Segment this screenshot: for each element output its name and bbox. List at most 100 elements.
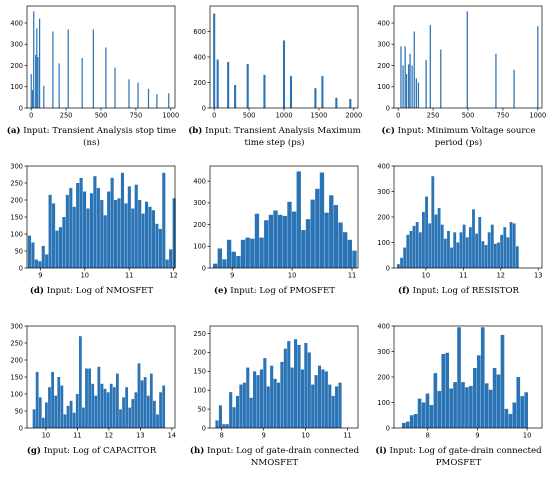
histogram-bar	[524, 392, 528, 428]
histogram-bar	[89, 193, 94, 268]
histogram-bar	[273, 210, 278, 268]
histogram-bar	[153, 400, 156, 428]
histogram-bar	[508, 413, 513, 428]
histogram-bar	[311, 384, 315, 428]
subfigure-caption: (b) Input: Transient Analysis Maximum ti…	[185, 126, 364, 149]
histogram-bar	[401, 422, 406, 428]
x-tick-label: 12	[169, 272, 177, 280]
histogram-bar	[78, 336, 82, 428]
histogram-bar	[75, 394, 79, 428]
histogram-bar	[421, 402, 426, 428]
histogram-bar	[159, 392, 162, 428]
histogram-bar	[158, 228, 162, 268]
histogram-bar	[500, 234, 504, 268]
chart-panel: 10 11 12 13 0 100 200 300 400 (f) Input: Log of R…	[367, 160, 550, 320]
subfigure-label: (c)	[381, 126, 395, 136]
subfigure-label: (e)	[213, 286, 228, 296]
histogram-bar	[239, 384, 243, 428]
histogram-bar	[476, 355, 481, 428]
y-tick-label: 0	[19, 424, 23, 432]
subfigure-caption-text: Input: Transient Analysis Maximum time s…	[205, 126, 361, 148]
x-tick-label: 12	[105, 432, 113, 440]
histogram-bar	[31, 242, 35, 268]
histogram-bar	[127, 186, 131, 268]
histogram-bar	[425, 393, 430, 428]
histogram-bar	[343, 232, 348, 268]
y-tick-label: 150	[10, 213, 23, 221]
histogram-bar	[83, 191, 87, 268]
histogram-bar	[513, 69, 515, 108]
histogram-bar	[155, 223, 159, 268]
subfigure-caption: (i) Input: Log of gate-drain connected P…	[369, 446, 548, 469]
histogram-bar	[246, 367, 250, 428]
histogram-bar	[268, 214, 274, 268]
histogram-bar	[37, 57, 39, 108]
chart-panel: 0 250 500 750 1000 0 100 200 300 400 (a) Input: Tr…	[0, 0, 183, 160]
histogram-bar	[222, 259, 227, 268]
y-tick-label: 0	[202, 264, 206, 272]
y-tick-label: 150	[10, 373, 23, 381]
histogram-bar	[516, 377, 521, 428]
histogram-bar	[417, 82, 420, 108]
histogram-bar	[137, 363, 141, 428]
histogram-bar	[506, 237, 510, 268]
histogram-bar	[434, 214, 438, 268]
histogram-bar	[114, 67, 116, 109]
histogram-bar	[52, 203, 56, 268]
subfigure-caption: (h) Input: Log of gate-drain connected N…	[185, 446, 364, 469]
histogram-bar	[283, 348, 287, 428]
histogram-bar	[331, 395, 335, 428]
bars	[27, 172, 176, 268]
histogram-bar	[273, 378, 277, 428]
histogram-bar	[445, 352, 450, 428]
subfigure-caption: (f) Input: Log of RESISTOR	[369, 286, 548, 298]
axes-frame	[209, 325, 359, 429]
histogram-bar	[500, 334, 505, 428]
histogram-bar	[63, 414, 67, 428]
histogram-bar	[156, 414, 159, 428]
histogram-bar	[151, 210, 156, 268]
histogram-bar	[413, 413, 418, 428]
histogram-bar	[38, 261, 42, 268]
histogram-bar	[440, 224, 444, 268]
histogram-bar	[282, 40, 286, 108]
histogram-bar	[72, 412, 76, 428]
y-tick-label: 400	[377, 19, 390, 27]
y-tick-label: 250	[10, 339, 23, 347]
y-tick-label: 100	[10, 390, 23, 398]
histogram-bar	[168, 93, 170, 109]
histogram-bar	[480, 327, 485, 428]
subfigure-label: (h)	[189, 446, 205, 456]
x-tick-label: 9	[475, 432, 479, 440]
histogram-bar	[115, 373, 119, 428]
x-tick-label: 500	[243, 112, 256, 120]
subfigure-caption: (g) Input: Log of CAPACITOR	[2, 446, 181, 458]
histogram-bar	[406, 234, 410, 268]
histogram-plot: 0 250 500 750 1000 0 100 200 300 400	[10, 5, 179, 120]
histogram-bar	[76, 183, 80, 268]
histogram-bar	[138, 200, 142, 268]
histogram-bar	[465, 387, 469, 428]
bars	[401, 327, 528, 429]
histogram-bar	[112, 387, 116, 428]
histogram-bar	[449, 388, 453, 428]
x-tick-label: 9	[230, 272, 234, 280]
chart-panel: 8 9 10 11 0 50 100 150 200 250 (h) Input: Log of g…	[183, 320, 366, 480]
y-tick-label: 50	[15, 407, 23, 415]
histogram-bar	[100, 383, 104, 428]
histogram-bar	[52, 31, 54, 108]
histogram-bar	[422, 211, 425, 268]
histogram-bar	[495, 53, 497, 108]
x-tick-label: 0	[396, 112, 400, 120]
histogram-bar	[125, 387, 129, 428]
histogram-bar	[38, 397, 42, 428]
histogram-bar	[402, 65, 404, 108]
histogram-bar	[270, 365, 274, 428]
histogram-bar	[41, 417, 45, 428]
histogram-plot: 0 500 1000 1500 2000 0 200 400 600	[193, 5, 362, 120]
histogram-bar	[156, 94, 158, 108]
y-tick-label: 100	[10, 230, 23, 238]
y-tick-label: 200	[193, 221, 206, 229]
histogram-bar	[291, 211, 297, 268]
histogram-bar	[81, 58, 83, 108]
